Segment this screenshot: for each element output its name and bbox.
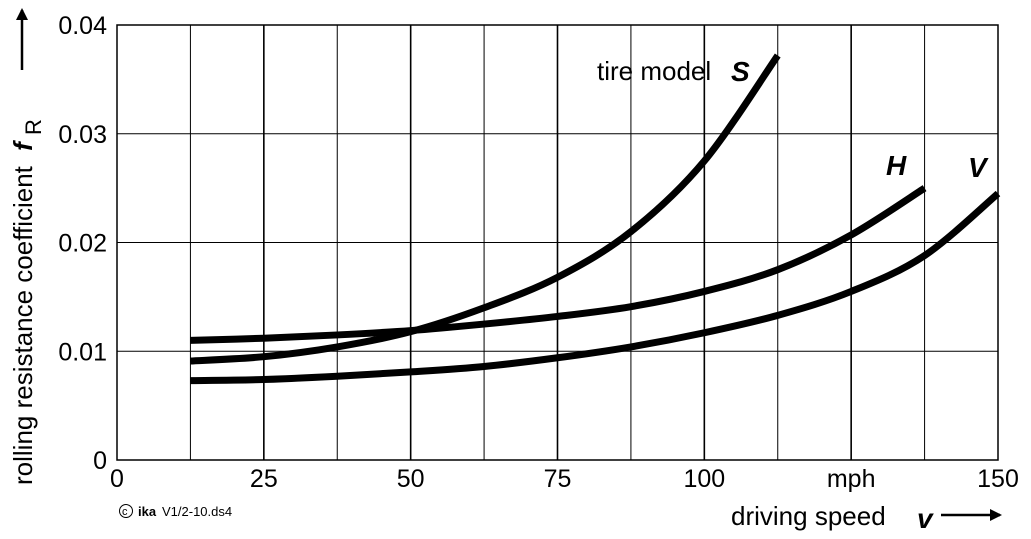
svg-text:rolling resistance coefficient: rolling resistance coefficient f R	[8, 119, 46, 485]
copyright-code: V1/2-10.ds4	[162, 504, 232, 519]
plot-grid	[117, 25, 998, 460]
series-line-s	[190, 53, 781, 365]
series-line-h	[190, 185, 927, 344]
series-label-v: V	[968, 152, 989, 183]
y-axis-symbol: f	[8, 140, 38, 151]
series-lines	[190, 53, 1001, 385]
x-axis-symbol: v	[917, 503, 934, 534]
x-tick-labels: 0 25 50 75 100 mph 150	[110, 465, 1019, 493]
y-tick-labels: 0 0.01 0.02 0.03 0.04	[58, 12, 107, 475]
x-tick-label: mph	[827, 465, 876, 493]
y-tick-label: 0.02	[58, 230, 107, 258]
y-tick-label: 0	[93, 447, 107, 475]
y-axis-subscript: R	[21, 119, 46, 135]
copyright-org: ika	[138, 504, 157, 519]
y-tick-label: 0.01	[58, 338, 107, 366]
plot-frame	[116, 24, 999, 461]
plot-border	[116, 24, 999, 461]
x-axis-label: driving speed	[731, 501, 886, 531]
y-tick-label: 0.04	[58, 12, 107, 40]
x-tick-label: 0	[110, 465, 124, 493]
x-tick-label: 150	[977, 465, 1019, 493]
x-tick-label: 100	[683, 465, 725, 493]
y-tick-label: 0.03	[58, 121, 107, 149]
x-tick-label: 75	[544, 465, 572, 493]
series-label-h: H	[886, 150, 907, 181]
y-axis-label: rolling resistance coefficient	[8, 165, 38, 485]
y-axis-label-group: rolling resistance coefficient f R	[8, 119, 46, 485]
x-tick-label: 50	[397, 465, 425, 493]
series-label-s-symbol: S	[731, 56, 750, 87]
x-tick-label: 25	[250, 465, 278, 493]
copyright-icon	[119, 504, 133, 518]
series-line-v	[190, 190, 1001, 385]
copyright-c: c	[122, 506, 128, 518]
series-label-s-text: tire model	[597, 56, 711, 86]
